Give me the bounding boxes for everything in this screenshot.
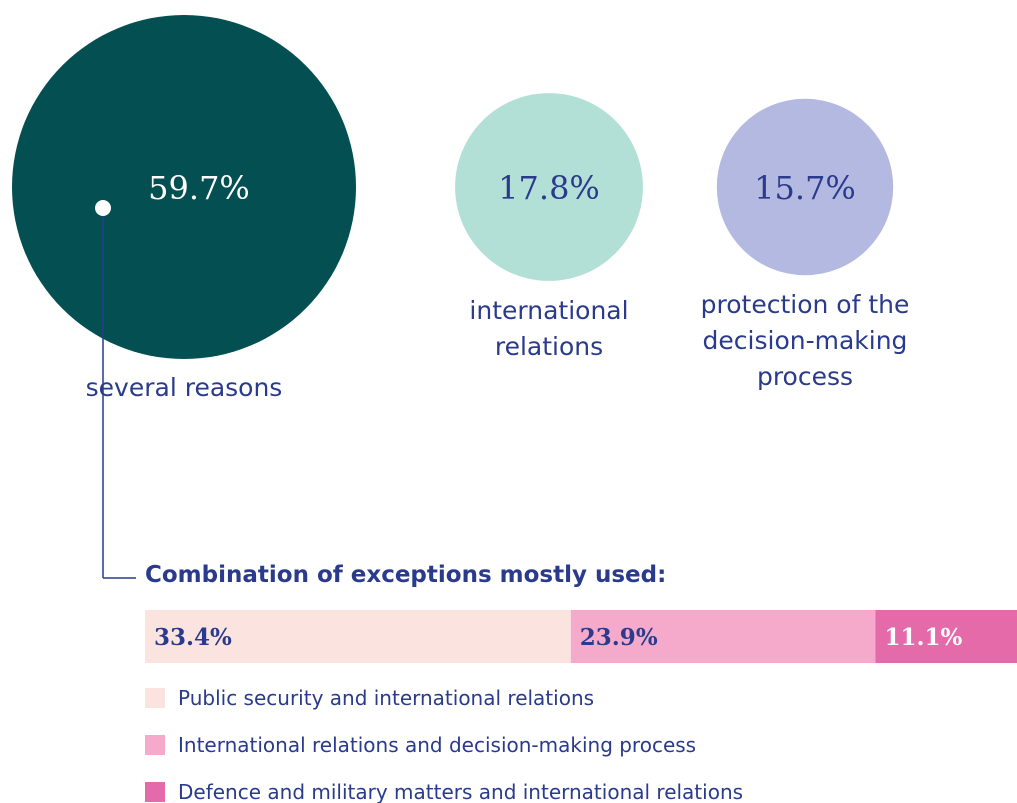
- bubble-value: 15.7%: [754, 169, 856, 207]
- bubble-label: several reasons: [85, 373, 283, 402]
- legend-swatch: [145, 688, 165, 708]
- bubble-label: international relations: [469, 295, 629, 361]
- bar-value: 23.9%: [580, 624, 658, 651]
- bar-title: Combination of exceptions mostly used:: [145, 562, 667, 588]
- bar-value: 11.1%: [884, 624, 962, 651]
- legend-label: International relations and decision-mak…: [178, 733, 697, 757]
- bar-segment: [145, 610, 571, 663]
- legend-label: Defence and military matters and interna…: [178, 780, 744, 803]
- connector-dot: [95, 200, 111, 216]
- bubble-label: protection of the decision-making proces…: [700, 290, 910, 392]
- legend-label: Public security and international relati…: [178, 686, 595, 710]
- bubble: [12, 15, 356, 359]
- bar-segment: [875, 610, 1017, 663]
- bubble: [455, 93, 643, 281]
- bar-segment: [570, 610, 876, 663]
- bubble: [716, 98, 894, 276]
- bubble-value: 59.7%: [148, 169, 250, 207]
- bar-value: 33.4%: [154, 624, 232, 651]
- bubble-value: 17.8%: [498, 169, 600, 207]
- legend-swatch: [145, 735, 165, 755]
- legend-swatch: [145, 782, 165, 802]
